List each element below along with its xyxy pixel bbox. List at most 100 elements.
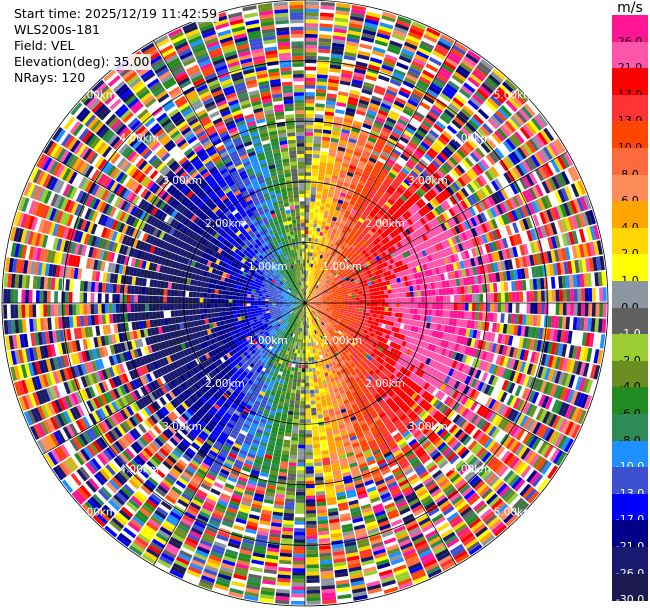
range-gate-cell [396, 187, 405, 195]
range-gate-cell [522, 175, 532, 188]
range-gate-cell [356, 285, 362, 289]
range-gate-cell [305, 77, 316, 82]
range-gate-cell [324, 284, 329, 288]
range-gate-cell [319, 274, 323, 279]
range-gate-cell [308, 357, 312, 362]
range-gate-cell [350, 196, 358, 203]
range-gate-cell [323, 184, 330, 190]
range-gate-cell [433, 47, 448, 57]
range-gate-cell [588, 287, 593, 302]
range-gate-cell [305, 411, 311, 416]
range-gate-cell [457, 303, 462, 311]
range-gate-cell [399, 307, 404, 313]
range-gate-cell [516, 146, 527, 160]
range-gate-cell [336, 2, 351, 9]
range-gate-cell [499, 125, 511, 138]
range-gate-cell [394, 176, 403, 184]
range-gate-cell [445, 174, 455, 184]
range-gate-cell [490, 71, 504, 84]
range-gate-cell [366, 238, 373, 245]
range-gate-cell [339, 290, 344, 294]
range-gate-cell [550, 159, 561, 173]
range-gate-cell [549, 207, 558, 221]
range-gate-cell [407, 158, 417, 167]
range-gate-cell [315, 285, 319, 289]
range-gate-cell [382, 11, 397, 19]
range-gate-cell [321, 221, 327, 226]
range-gate-cell [321, 271, 325, 276]
range-gate-cell [507, 118, 519, 131]
range-gate-cell [352, 217, 359, 224]
range-gate-cell [312, 367, 316, 372]
range-gate-cell [438, 310, 443, 317]
range-gate-cell [354, 310, 359, 315]
range-gate-cell [421, 120, 433, 129]
range-gate-cell [458, 130, 469, 141]
range-gate-cell [487, 97, 500, 110]
range-gate-cell [370, 186, 378, 193]
range-gate-cell [528, 119, 540, 133]
range-gate-cell [379, 153, 388, 161]
range-gate-cell [399, 170, 408, 179]
range-gate-cell [378, 247, 385, 254]
range-gate-cell [322, 129, 332, 135]
range-gate-cell [552, 206, 561, 220]
range-gate-cell [289, 374, 294, 379]
range-gate-cell [284, 505, 295, 510]
range-gate-cell [305, 201, 310, 205]
range-gate-cell [316, 81, 328, 86]
range-gate-cell [326, 96, 337, 102]
range-gate-cell [443, 256, 449, 265]
range-gate-cell [377, 109, 389, 117]
range-gate-cell [345, 110, 355, 117]
range-gate-cell [345, 286, 350, 290]
range-gate-cell [320, 5, 335, 10]
range-gate-cell [351, 78, 364, 85]
range-gate-cell [340, 268, 345, 274]
range-gate-cell [348, 26, 362, 33]
range-gate-cell [425, 179, 435, 188]
range-gate-cell [290, 447, 298, 452]
range-gate-cell [389, 232, 396, 239]
range-gate-cell [375, 177, 384, 184]
range-gate-cell [392, 148, 402, 157]
range-gate-cell [312, 436, 320, 441]
range-gate-cell [305, 172, 312, 176]
range-gate-cell [341, 69, 353, 76]
range-gate-cell [327, 86, 338, 91]
range-gate-cell [295, 510, 305, 514]
range-gate-cell [295, 397, 301, 402]
range-gate-cell [326, 199, 332, 205]
range-gate-cell [327, 155, 336, 161]
range-gate-cell [390, 316, 395, 322]
range-gate-cell [316, 70, 329, 76]
range-gate-cell [387, 241, 394, 248]
range-gate-cell [602, 287, 607, 302]
range-gate-cell [440, 133, 451, 143]
range-gate-cell [339, 231, 345, 237]
range-gate-cell [440, 223, 448, 232]
range-gate-cell [440, 178, 449, 188]
range-gate-cell [315, 106, 325, 112]
range-gate-cell [333, 304, 338, 307]
range-gate-cell [442, 176, 452, 186]
range-gate-cell [451, 119, 463, 130]
range-gate-cell [305, 95, 315, 100]
range-gate-cell [311, 422, 318, 427]
range-gate-cell [474, 284, 480, 294]
range-gate-cell [363, 282, 369, 287]
range-gate-cell [381, 167, 390, 175]
range-gate-cell [458, 88, 471, 99]
range-gate-cell [357, 196, 365, 202]
range-gate-cell [377, 295, 382, 299]
range-gate-cell [467, 311, 473, 320]
range-gate-cell [317, 414, 324, 419]
range-gate-cell [316, 246, 320, 251]
range-gate-cell [578, 228, 586, 243]
range-gate-cell [312, 263, 316, 268]
range-gate-cell [305, 295, 307, 300]
range-gate-cell [540, 129, 552, 144]
range-gate-cell [330, 220, 336, 225]
range-gate-cell [393, 68, 406, 77]
range-gate-cell [504, 292, 509, 302]
